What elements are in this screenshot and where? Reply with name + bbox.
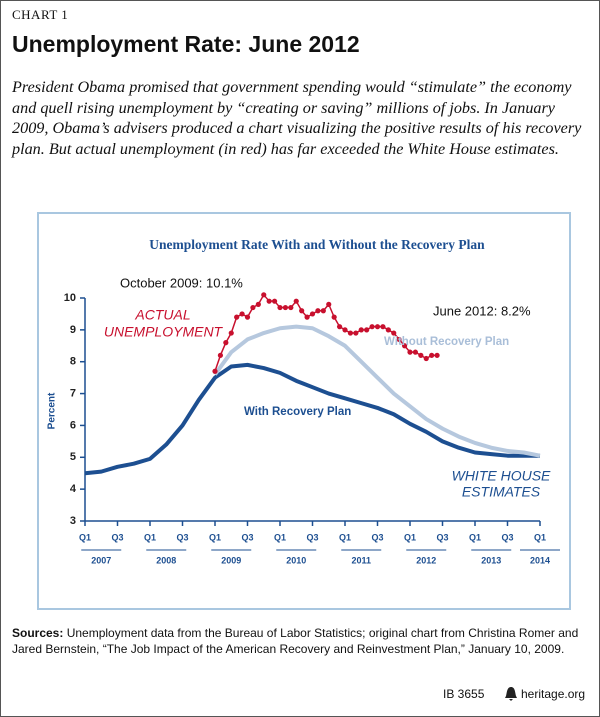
year-label: 2008 <box>156 555 176 565</box>
point <box>315 308 321 314</box>
point <box>434 352 440 358</box>
point <box>261 292 267 298</box>
series-label: ACTUAL <box>134 307 190 323</box>
year-label: 2009 <box>221 555 241 565</box>
x-tick-label: Q3 <box>371 532 383 542</box>
point <box>255 301 261 307</box>
y-tick-label: 8 <box>70 356 76 368</box>
x-tick-label: Q3 <box>306 532 318 542</box>
x-tick-label: Q1 <box>79 532 91 542</box>
point <box>282 304 289 311</box>
point <box>239 311 245 317</box>
sources-label: Sources: <box>12 626 64 640</box>
point <box>228 330 234 336</box>
series-line <box>84 362 540 476</box>
point <box>234 314 240 320</box>
y-axis-label: Percent <box>47 392 58 429</box>
point <box>369 324 375 330</box>
annotation: ESTIMATES <box>462 484 541 500</box>
logo <box>505 687 517 701</box>
point <box>309 311 316 317</box>
chart-label: CHART 1 <box>12 7 69 22</box>
point <box>347 330 354 336</box>
point <box>342 327 348 333</box>
point <box>364 327 370 333</box>
page-title: Unemployment Rate: June 2012 <box>12 31 360 57</box>
intro: President Obama promised that government… <box>12 78 582 158</box>
point <box>396 336 402 343</box>
annotation: WHITE HOUSE <box>452 468 551 484</box>
x-tick-label: Q3 <box>436 532 448 542</box>
x-tick-label: Q3 <box>111 532 123 542</box>
point <box>320 308 326 314</box>
point <box>385 327 391 333</box>
annotation: June 2012: 8.2% <box>433 303 531 318</box>
point <box>304 314 310 320</box>
point <box>277 304 283 311</box>
x-tick-label: Q1 <box>534 532 546 542</box>
point <box>250 304 256 311</box>
series-label: With Recovery Plan <box>244 406 351 418</box>
point <box>358 327 364 333</box>
year-label: 2013 <box>481 555 501 565</box>
y-tick-label: 6 <box>70 419 76 431</box>
chart-title: Unemployment Rate With and Without the R… <box>149 237 485 252</box>
x-tick-label: Q1 <box>274 532 286 542</box>
year-label: 2010 <box>286 555 306 565</box>
y-tick-label: 3 <box>70 515 76 527</box>
y-tick-label: 5 <box>70 451 76 463</box>
point <box>288 304 294 311</box>
point <box>331 314 337 320</box>
point <box>418 352 424 358</box>
series-line <box>213 324 541 458</box>
y-tick-label: 9 <box>70 324 76 336</box>
x-tick-label: Q1 <box>404 532 416 542</box>
y-tick-label: 10 <box>64 292 76 304</box>
series-label: UNEMPLOYMENT <box>104 324 224 340</box>
x-tick-label: Q3 <box>501 532 513 542</box>
point <box>429 352 435 358</box>
year-label: 2014 <box>530 555 550 565</box>
year-label: 2012 <box>416 555 436 565</box>
sources: Sources: Unemployment data from the Bure… <box>12 625 582 657</box>
point <box>401 343 408 349</box>
point <box>271 298 278 304</box>
footer-id: IB 3655 <box>443 687 485 701</box>
y-tick-label: 7 <box>70 387 76 399</box>
chart-panel <box>37 212 571 610</box>
point <box>223 340 229 346</box>
year-label: 2007 <box>91 555 111 565</box>
footer-site: heritage.org <box>521 687 586 701</box>
point <box>391 330 397 336</box>
point <box>244 314 251 320</box>
series-label: Without Recovery Plan <box>384 336 509 348</box>
point <box>212 368 218 374</box>
point <box>353 330 359 336</box>
point <box>299 308 305 314</box>
x-tick-label: Q1 <box>339 532 351 542</box>
annotation: October 2009: 10.1% <box>120 275 243 290</box>
sources-text: Unemployment data from the Bureau of Lab… <box>12 626 579 656</box>
x-tick-label: Q1 <box>144 532 156 542</box>
x-tick-label: Q1 <box>469 532 481 542</box>
point <box>217 352 224 358</box>
x-tick-label: Q3 <box>176 532 188 542</box>
point <box>374 324 381 330</box>
point <box>266 298 272 304</box>
point <box>380 324 386 330</box>
x-tick-label: Q1 <box>209 532 221 542</box>
year-label: 2011 <box>351 555 371 565</box>
point <box>336 324 343 330</box>
point <box>407 349 413 355</box>
point <box>326 301 332 307</box>
point <box>293 298 299 304</box>
x-tick-label: Q3 <box>241 532 253 542</box>
y-tick-label: 4 <box>70 483 77 495</box>
point <box>423 355 429 362</box>
point <box>412 349 419 355</box>
